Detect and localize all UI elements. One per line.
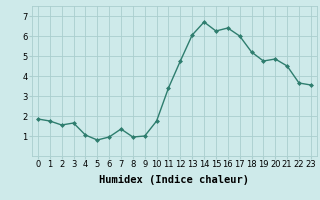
X-axis label: Humidex (Indice chaleur): Humidex (Indice chaleur) [100,175,249,185]
